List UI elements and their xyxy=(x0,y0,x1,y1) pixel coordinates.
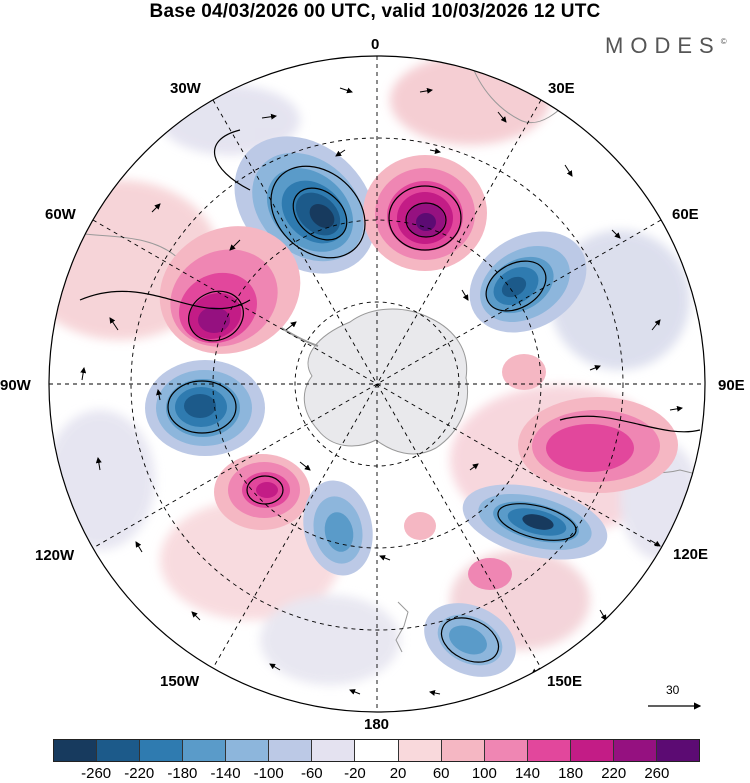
copyright-mark: © xyxy=(720,37,727,46)
colorbar-segment xyxy=(226,740,270,761)
anomaly-high-patagonia xyxy=(159,226,301,354)
map-boundary xyxy=(48,55,706,713)
colorbar xyxy=(53,739,700,762)
modes-logo: MODES© xyxy=(605,33,727,59)
colorbar-tick-label: 100 xyxy=(471,765,497,782)
colorbar-tick-label: 140 xyxy=(514,765,540,782)
lon-label-120w: 120W xyxy=(35,547,75,564)
colorbar-segment xyxy=(140,740,184,761)
map-title: Base 04/03/2026 00 UTC, valid 10/03/2026… xyxy=(149,1,601,22)
contour-lines xyxy=(79,129,701,663)
colorbar-segment xyxy=(527,740,571,761)
colorbar-tick-label: 20 xyxy=(389,765,407,782)
colorbar-tick-label: -180 xyxy=(167,765,198,782)
brand-name: MODES xyxy=(605,33,721,58)
colorbar-segment xyxy=(312,740,356,761)
anomaly-low-ross xyxy=(303,480,373,576)
colorbar-tick-label: 60 xyxy=(432,765,450,782)
colorbar-segment xyxy=(484,740,528,761)
colorbar-segment xyxy=(398,740,442,761)
colorbar-segment xyxy=(613,740,657,761)
colorbar-tick-label: -20 xyxy=(344,765,366,782)
lon-label-150e: 150E xyxy=(547,673,583,690)
colorbar-tick-label: -60 xyxy=(300,765,323,782)
lon-label-180: 180 xyxy=(364,716,390,733)
colorbar-tick-label: 180 xyxy=(558,765,584,782)
colorbar-tick-label: -140 xyxy=(210,765,241,782)
anomaly-high-amundsen xyxy=(214,454,310,530)
lon-label-30w: 30W xyxy=(170,80,201,97)
colorbar-tick-label: 260 xyxy=(644,765,670,782)
lon-label-120e: 120E xyxy=(673,546,709,563)
reference-vector-label: 30 xyxy=(666,683,680,697)
colorbar-segment xyxy=(97,740,141,761)
lon-label-150w: 150W xyxy=(160,673,200,690)
colorbar-tick-label: -100 xyxy=(253,765,284,782)
lon-label-60w: 60W xyxy=(45,206,76,223)
colorbar-segment xyxy=(656,740,699,761)
lon-label-0: 0 xyxy=(371,36,380,53)
colorbar-segment xyxy=(54,740,98,761)
new-zealand-coast xyxy=(395,601,409,653)
lon-label-30e: 30E xyxy=(548,80,575,97)
lon-label-90w: 90W xyxy=(0,377,31,394)
antarctica-landmass xyxy=(303,308,468,455)
lon-label-60e: 60E xyxy=(672,206,699,223)
colorbar-segment xyxy=(570,740,614,761)
anomaly-low-enderby xyxy=(469,231,587,333)
anomaly-high-south-indian xyxy=(502,354,678,493)
colorbar-segment xyxy=(183,740,227,761)
colorbar-tick-label: 220 xyxy=(601,765,627,782)
graticule xyxy=(49,56,705,712)
lon-label-90e: 90E xyxy=(718,377,745,394)
colorbar-tick-label: -260 xyxy=(81,765,112,782)
anomaly-high-weddell xyxy=(363,155,487,271)
colorbar-tick-label: -220 xyxy=(124,765,155,782)
colorbar-segment xyxy=(441,740,485,761)
colorbar-segment xyxy=(269,740,313,761)
anomaly-low-bellingshausen xyxy=(145,360,265,456)
colorbar-segment xyxy=(355,740,399,761)
